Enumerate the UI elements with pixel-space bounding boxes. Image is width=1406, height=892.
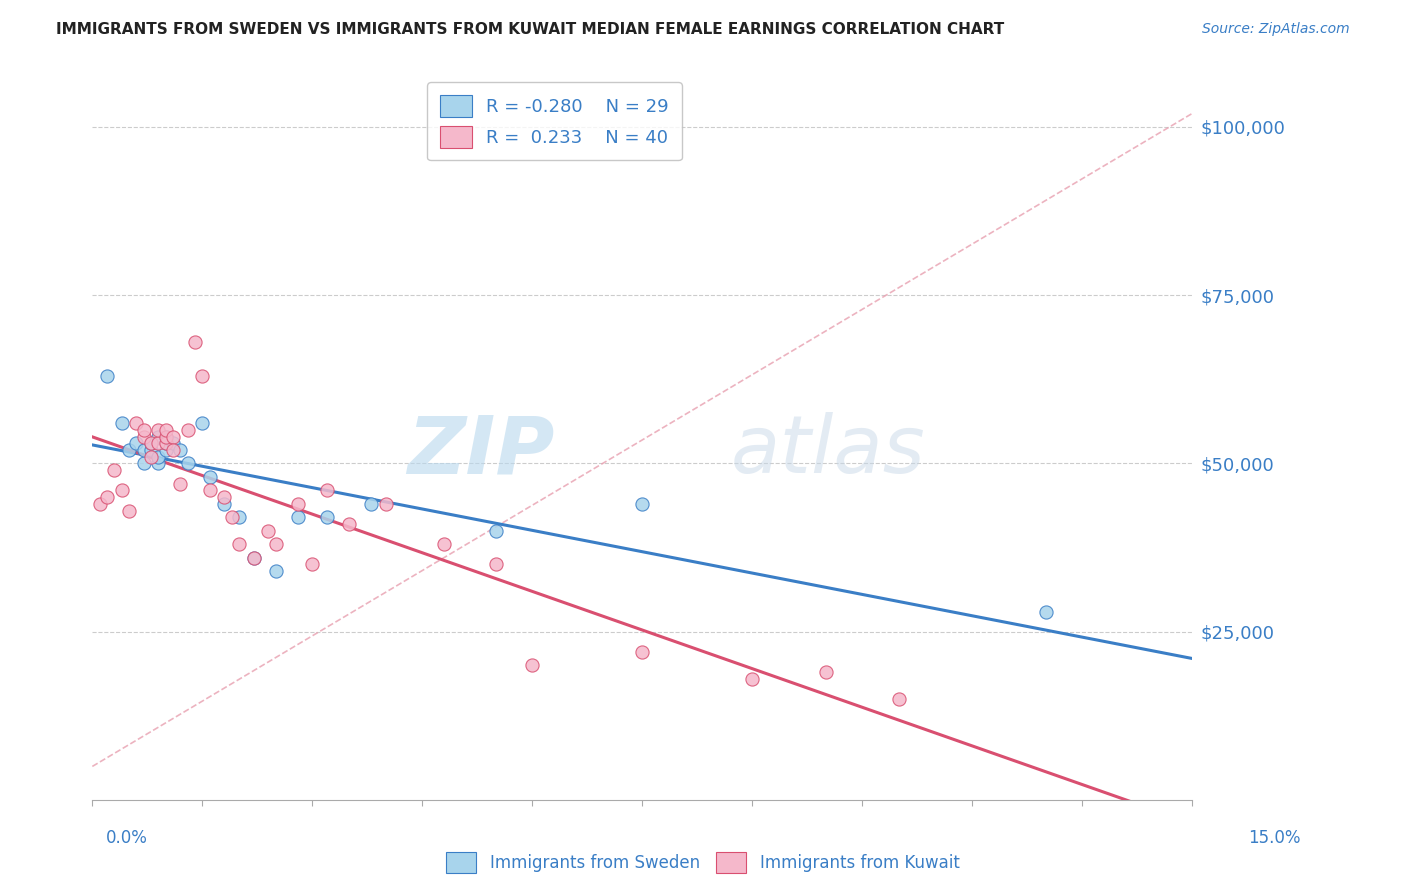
Point — [155, 442, 177, 457]
Point — [221, 510, 243, 524]
Point — [198, 483, 221, 498]
Point — [118, 503, 141, 517]
Point — [1035, 605, 1057, 619]
Point — [148, 436, 170, 450]
Point — [96, 368, 118, 383]
Point — [132, 457, 155, 471]
Point — [301, 558, 323, 572]
Point — [287, 510, 309, 524]
Point — [242, 550, 264, 565]
Point — [118, 442, 141, 457]
Text: IMMIGRANTS FROM SWEDEN VS IMMIGRANTS FROM KUWAIT MEDIAN FEMALE EARNINGS CORRELAT: IMMIGRANTS FROM SWEDEN VS IMMIGRANTS FRO… — [56, 22, 1004, 37]
Point — [242, 550, 264, 565]
Point — [228, 510, 250, 524]
Point — [887, 692, 910, 706]
Point — [89, 497, 111, 511]
Point — [631, 645, 654, 659]
Point — [214, 497, 236, 511]
Text: ZIP: ZIP — [406, 412, 554, 490]
Point — [360, 497, 382, 511]
Point — [316, 510, 339, 524]
Point — [184, 335, 207, 350]
Point — [228, 537, 250, 551]
Point — [139, 450, 162, 464]
Point — [264, 564, 287, 578]
Text: atlas: atlas — [730, 412, 925, 490]
Point — [631, 497, 654, 511]
Legend: Immigrants from Sweden, Immigrants from Kuwait: Immigrants from Sweden, Immigrants from … — [440, 846, 966, 880]
Point — [162, 429, 184, 443]
Point — [316, 483, 339, 498]
Point — [125, 436, 148, 450]
Point — [139, 442, 162, 457]
Point — [191, 368, 214, 383]
Point — [176, 457, 198, 471]
Point — [132, 429, 155, 443]
Point — [125, 416, 148, 430]
Legend: R = -0.280    N = 29, R =  0.233    N = 40: R = -0.280 N = 29, R = 0.233 N = 40 — [427, 82, 682, 161]
Point — [148, 423, 170, 437]
Point — [162, 442, 184, 457]
Point — [139, 436, 162, 450]
Point — [155, 423, 177, 437]
Point — [148, 429, 170, 443]
Point — [169, 476, 191, 491]
Text: 0.0%: 0.0% — [105, 830, 148, 847]
Text: 15.0%: 15.0% — [1249, 830, 1301, 847]
Point — [337, 517, 360, 532]
Point — [155, 429, 177, 443]
Point — [485, 524, 508, 538]
Point — [132, 442, 155, 457]
Point — [264, 537, 287, 551]
Point — [148, 457, 170, 471]
Point — [814, 665, 837, 680]
Point — [287, 497, 309, 511]
Point — [257, 524, 280, 538]
Point — [522, 658, 544, 673]
Point — [155, 429, 177, 443]
Point — [96, 490, 118, 504]
Point — [132, 423, 155, 437]
Text: Source: ZipAtlas.com: Source: ZipAtlas.com — [1202, 22, 1350, 37]
Point — [155, 436, 177, 450]
Point — [139, 436, 162, 450]
Point — [214, 490, 236, 504]
Point — [485, 558, 508, 572]
Point — [191, 416, 214, 430]
Point — [111, 483, 134, 498]
Point — [103, 463, 125, 477]
Point — [374, 497, 396, 511]
Point — [155, 436, 177, 450]
Point — [176, 423, 198, 437]
Point — [162, 436, 184, 450]
Point — [198, 470, 221, 484]
Point — [111, 416, 134, 430]
Point — [148, 450, 170, 464]
Point — [741, 672, 763, 686]
Point — [433, 537, 456, 551]
Point — [169, 442, 191, 457]
